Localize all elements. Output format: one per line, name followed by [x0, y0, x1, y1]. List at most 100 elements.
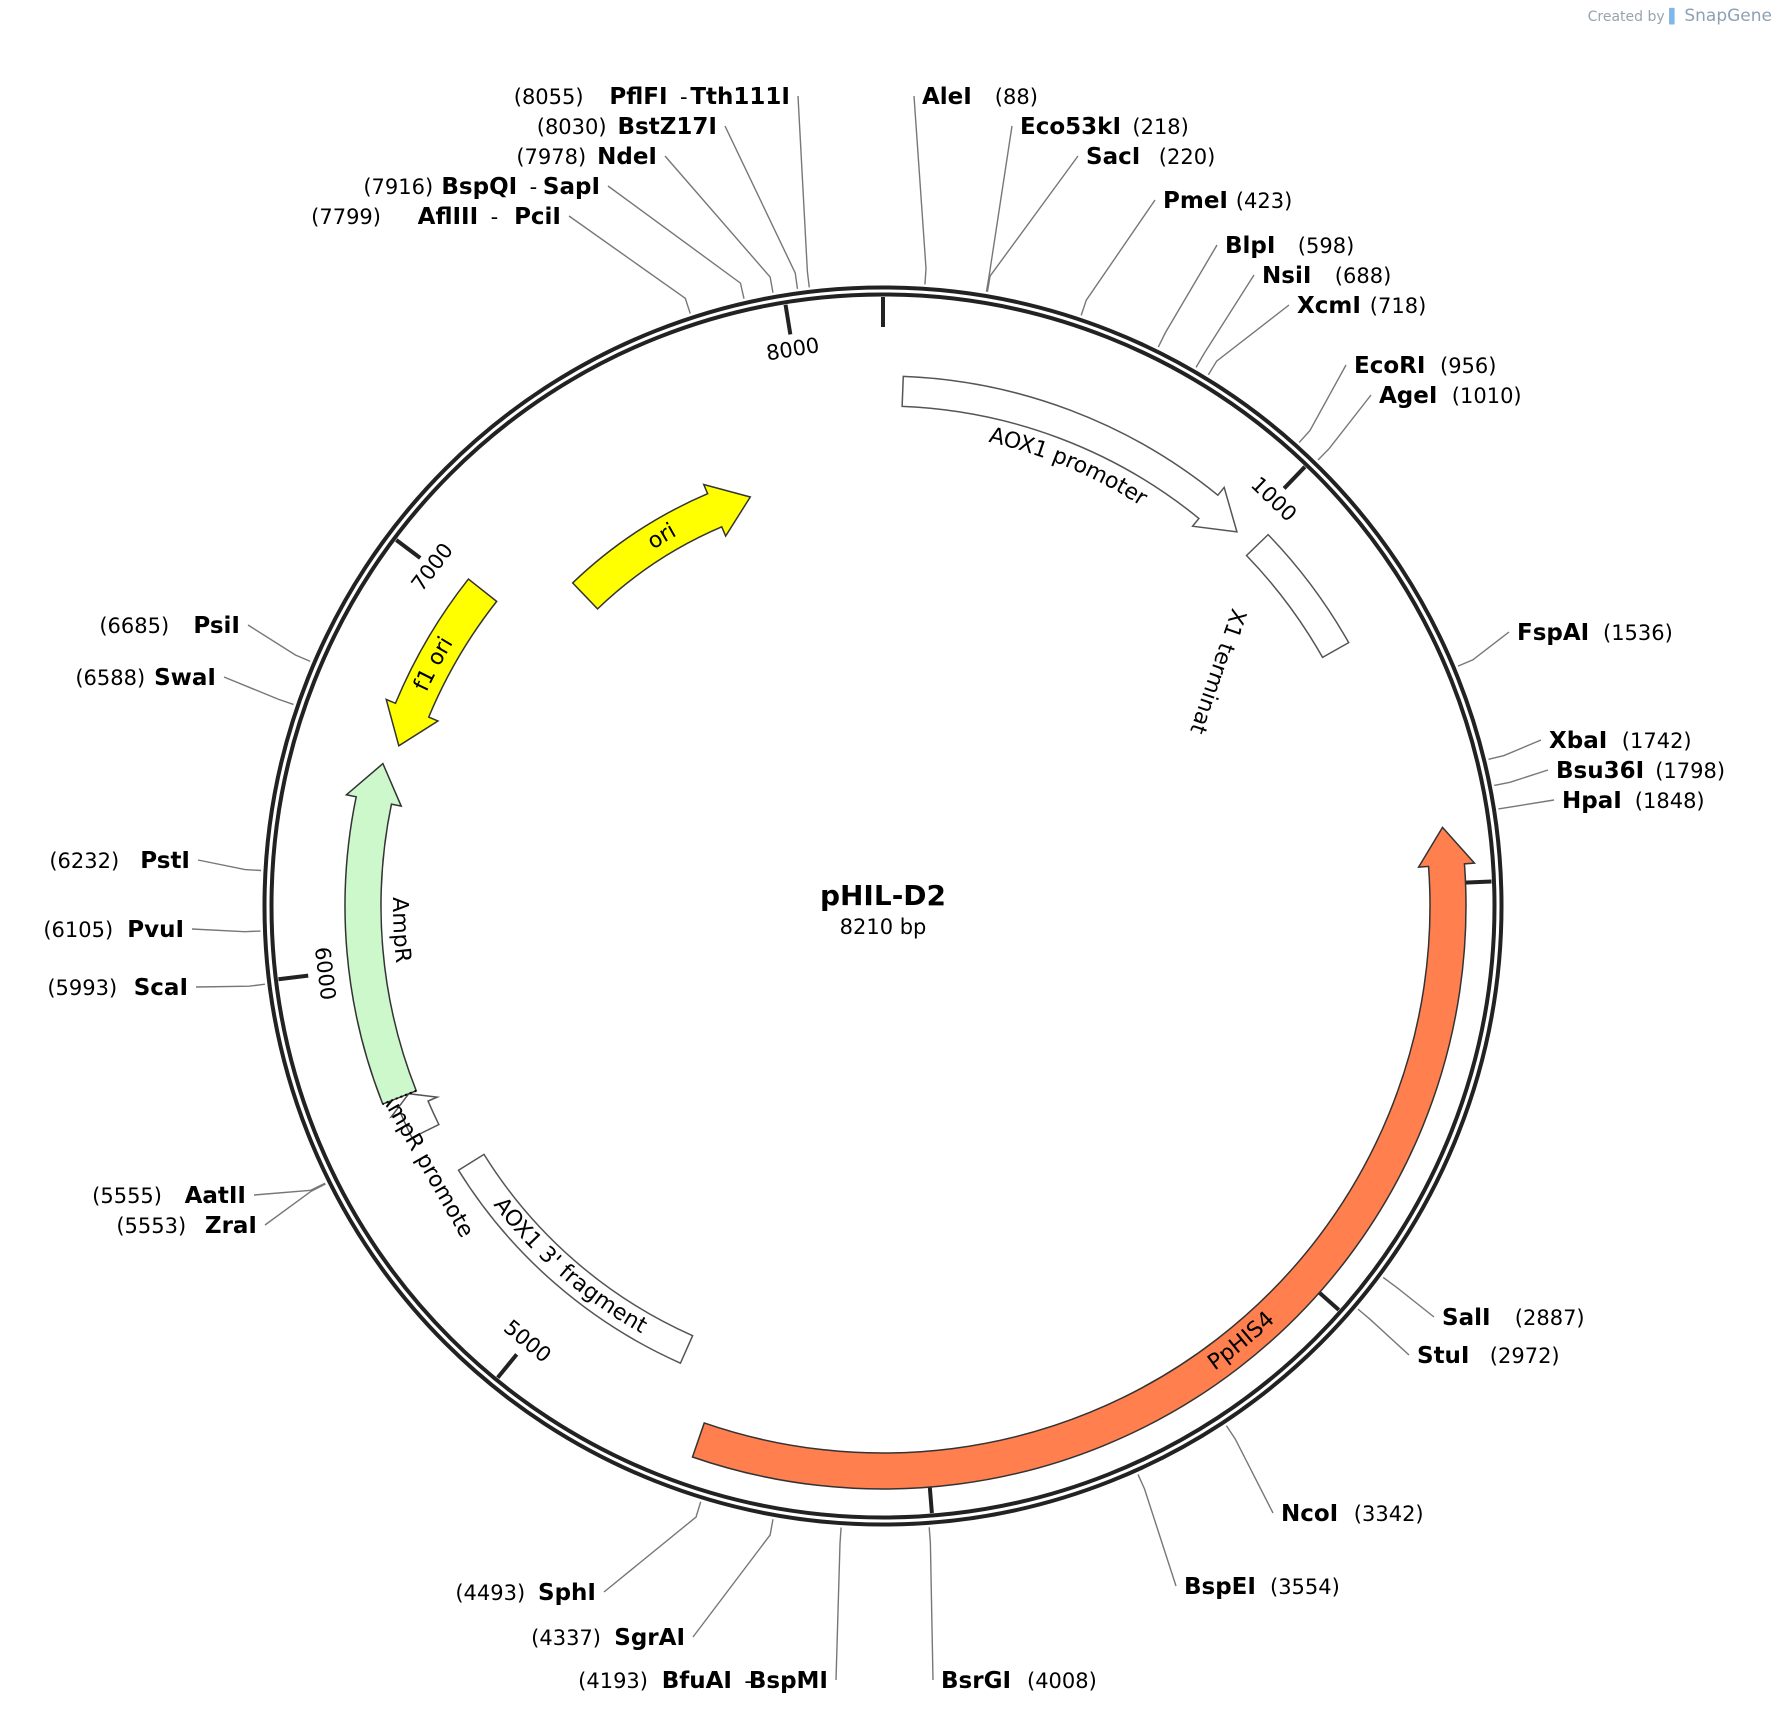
site-name: BspEI: [1184, 1574, 1256, 1600]
site-name-separator: -: [680, 85, 688, 109]
site-name: EcoRI: [1354, 353, 1425, 379]
site-leader-line: [197, 859, 262, 872]
feature-aox1-terminator: [1245, 533, 1350, 659]
site-leader-line: [568, 215, 691, 314]
site-stui: StuI (2972): [1357, 1308, 1560, 1369]
site-leader-line: [724, 125, 799, 289]
site-fspai: FspAI (1536): [1457, 620, 1673, 667]
tick-label: 6000: [310, 946, 340, 1002]
site-name: SacI: [1086, 144, 1140, 170]
site-position: (1536): [1603, 621, 1673, 645]
site-name: Tth111I: [690, 84, 790, 110]
site-position: (1848): [1635, 789, 1705, 813]
site-name: PstI: [140, 848, 190, 874]
site-name: FspAI: [1517, 620, 1589, 646]
site-position: (956): [1440, 354, 1496, 378]
site-position: (1742): [1622, 729, 1692, 753]
site-name: BspMI: [749, 1668, 828, 1694]
site-sali: SalI (2887): [1382, 1276, 1585, 1331]
feature-aox1-3-fragment: [457, 1153, 694, 1365]
site-leader-line: [1317, 394, 1372, 461]
site-zrai: ZraI (5553): [116, 1183, 326, 1239]
site-leader-line: [835, 1527, 842, 1681]
feature-ori: [571, 483, 752, 610]
site-leader-line: [1357, 1308, 1410, 1356]
site-bstz17i: BstZ17I (8030): [537, 114, 799, 289]
site-leader-line: [797, 95, 810, 288]
site-leader-line: [986, 155, 1079, 292]
site-position: (3342): [1354, 1502, 1424, 1526]
site-name: AgeI: [1379, 383, 1437, 409]
site-bsu36i: Bsu36I (1798): [1494, 758, 1725, 787]
site-name: PciI: [514, 204, 561, 230]
site-name-separator: -: [744, 1669, 752, 1693]
site-position: (4337): [531, 1626, 601, 1650]
site-name: PsiI: [193, 613, 240, 639]
tick-mark: [1315, 1288, 1341, 1312]
site-position: (4008): [1027, 1669, 1097, 1693]
site-position: (6685): [99, 614, 169, 638]
site-position: (88): [995, 85, 1038, 109]
site-position: (4493): [455, 1581, 525, 1605]
site-leader-line: [247, 624, 311, 662]
site-leader-line: [607, 185, 745, 299]
site-leader-line: [603, 1501, 702, 1593]
site-leader-line: [191, 928, 261, 933]
site-position: (6232): [49, 849, 119, 873]
site-name: AflIII: [418, 204, 479, 230]
tick-mark: [927, 1482, 934, 1514]
site-leader-line: [664, 155, 774, 293]
tick-mark: [395, 538, 422, 560]
site-name: BstZ17I: [618, 114, 717, 140]
site-name: NsiI: [1262, 263, 1311, 289]
site-ecori: EcoRI (956): [1298, 353, 1496, 443]
site-bspqi-sapi: SapI-BspQI(7916): [363, 174, 745, 299]
site-name: ZraI: [205, 1213, 257, 1239]
site-leader-line: [1225, 1425, 1274, 1514]
site-name: HpaI: [1562, 788, 1622, 814]
site-agei: AgeI (1010): [1317, 383, 1522, 461]
ampr-dotted-divider: [382, 1089, 417, 1105]
site-position: (2972): [1490, 1344, 1560, 1368]
site-name-separator: -: [491, 205, 499, 229]
site-name: SwaI: [154, 665, 216, 691]
site-name: AleI: [922, 84, 972, 110]
site-leader-line: [985, 125, 1013, 292]
site-position: (5555): [92, 1184, 162, 1208]
feature-aox1-promoter: [901, 375, 1238, 533]
tick-mark: [1461, 879, 1492, 885]
restriction-sites: AleI (88) Eco53kI (218) SacI (220) PmeI (423) Bl…: [43, 84, 1725, 1694]
site-leader-line: [1137, 1474, 1177, 1587]
site-position: (6588): [75, 666, 145, 690]
tick-mark: [278, 973, 309, 982]
site-position: (2887): [1515, 1306, 1585, 1330]
feature-ampr: [344, 762, 418, 1105]
site-name: SalI: [1442, 1305, 1491, 1331]
site-position: (423): [1236, 189, 1292, 213]
site-pmei: PmeI (423): [1080, 188, 1292, 316]
watermark-prefix: Created by: [1587, 9, 1665, 25]
site-scai: ScaI (5993): [47, 975, 266, 1001]
snapgene-logo-icon: ▌: [1669, 9, 1680, 25]
site-position: (6105): [43, 918, 113, 942]
tick-mark: [496, 1353, 519, 1379]
site-name: SphI: [538, 1580, 596, 1606]
site-alei: AleI (88): [913, 84, 1038, 285]
tick-mark: [783, 304, 793, 335]
site-leader-line: [253, 1182, 326, 1196]
site-nsii: NsiI (688): [1195, 263, 1391, 368]
site-leader-line: [1298, 364, 1347, 443]
site-position: (1798): [1655, 759, 1725, 783]
site-position: (7799): [311, 205, 381, 229]
site-swai: SwaI (6588): [75, 665, 294, 706]
site-pvui: PvuI (6105): [43, 917, 261, 943]
site-leader-line: [1157, 244, 1218, 348]
site-leader-line: [1498, 799, 1555, 810]
site-psii: PsiI (6685): [99, 613, 311, 662]
site-hpai: HpaI (1848): [1498, 788, 1705, 814]
site-aatii: AatII (5555): [92, 1182, 326, 1209]
plasmid-name: pHIL-D2: [820, 879, 946, 912]
tick-label: 7000: [407, 538, 458, 595]
site-name: XbaI: [1549, 728, 1607, 754]
